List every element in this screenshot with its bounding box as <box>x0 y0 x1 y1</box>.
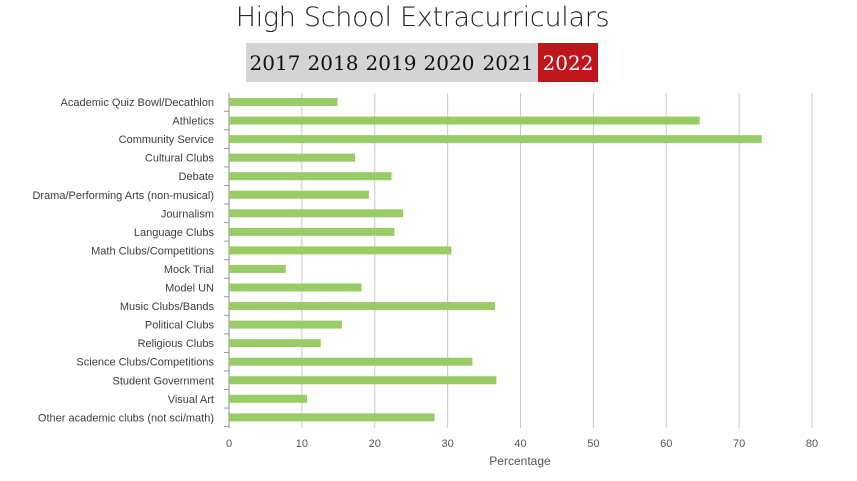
tab-2018[interactable]: 2018 <box>307 51 359 75</box>
x-tick-label-70: 70 <box>733 438 745 450</box>
category-label: Debate <box>179 171 214 183</box>
bar-0 <box>229 98 338 106</box>
category-label: Academic Quiz Bowl/Decathlon <box>61 97 214 109</box>
tab-2021[interactable]: 2021 <box>482 51 534 75</box>
bar-3 <box>229 153 356 162</box>
x-tick-label-50: 50 <box>587 438 599 450</box>
tab-2020[interactable]: 2020 <box>423 51 475 75</box>
category-label: Athletics <box>172 116 214 128</box>
chart-title: High School Extracurriculars <box>235 2 610 33</box>
bars <box>229 98 762 422</box>
category-label: Student Government <box>112 375 214 387</box>
bar-10 <box>229 283 362 292</box>
tab-2019[interactable]: 2019 <box>365 51 417 75</box>
x-axis-title: Percentage <box>489 454 551 468</box>
bar-5 <box>229 190 369 199</box>
bar-6 <box>229 209 404 218</box>
x-tick-label-40: 40 <box>514 438 526 450</box>
x-tick-label-30: 30 <box>442 438 454 450</box>
bar-13 <box>229 339 321 348</box>
bar-11 <box>229 302 495 311</box>
x-tick-label-60: 60 <box>660 438 672 450</box>
bar-15 <box>229 376 497 385</box>
x-tick-label-0: 0 <box>226 438 232 450</box>
bar-7 <box>229 227 395 236</box>
bar-12 <box>229 320 342 329</box>
x-tick-label-10: 10 <box>296 438 308 450</box>
category-label: Cultural Clubs <box>145 153 215 165</box>
bar-17 <box>229 413 435 422</box>
year-tab-bar: 2017 2018 2019 2020 2021 2022 <box>246 43 598 82</box>
x-tick-labels: 0 10 20 30 40 50 60 70 80 <box>226 438 818 450</box>
category-label: Science Clubs/Competitions <box>76 357 214 369</box>
category-label: Community Service <box>119 134 214 146</box>
category-label: Music Clubs/Bands <box>120 301 215 313</box>
bar-8 <box>229 246 452 255</box>
bar-16 <box>229 394 307 403</box>
bar-14 <box>229 357 473 366</box>
category-label: Model UN <box>165 283 214 295</box>
category-labels: Academic Quiz Bowl/Decathlon Athletics Com… <box>32 97 214 424</box>
bar-9 <box>229 264 286 273</box>
category-label: Religious Clubs <box>138 338 215 350</box>
category-label: Mock Trial <box>164 264 214 276</box>
bar-4 <box>229 172 392 181</box>
category-label: Math Clubs/Competitions <box>91 245 214 257</box>
tab-2022[interactable]: 2022 <box>538 43 598 82</box>
category-label: Visual Art <box>168 394 214 406</box>
x-tick-label-80: 80 <box>806 438 818 450</box>
category-label: Other academic clubs (not sci/math) <box>38 412 214 424</box>
tab-2017[interactable]: 2017 <box>249 51 301 75</box>
category-label: Language Clubs <box>134 227 215 239</box>
category-label: Drama/Performing Arts (non-musical) <box>32 190 214 202</box>
axes <box>224 93 230 428</box>
bar-1 <box>229 116 700 125</box>
grid-lines <box>301 93 813 428</box>
category-label: Political Clubs <box>145 320 215 332</box>
category-label: Journalism <box>161 208 214 220</box>
bar-2 <box>229 135 762 144</box>
x-tick-label-20: 20 <box>369 438 381 450</box>
